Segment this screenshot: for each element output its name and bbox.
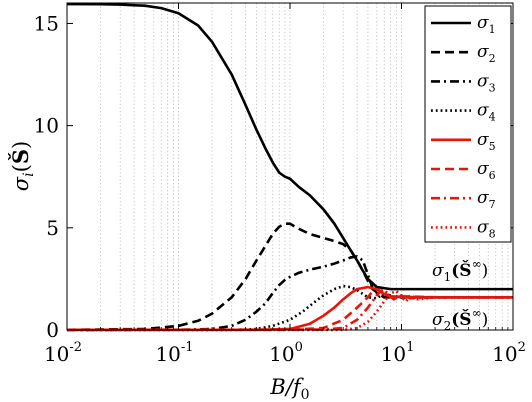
legend-label-sigma-3: σ3 (477, 71, 496, 94)
legend-label-sigma-1: σ1 (477, 13, 496, 36)
series-lines (66, 2, 513, 332)
y-tick-label: 15 (34, 11, 59, 35)
legend-box (424, 5, 512, 243)
axis-labels: B/f0 σi(Š) (8, 141, 310, 402)
x-tick-label: 10-1 (155, 340, 193, 366)
series-line-sigma-1 (66, 2, 513, 291)
series-line-sigma-5 (67, 285, 513, 332)
legend-label-sigma-6: σ6 (477, 159, 496, 182)
series-line-sigma-7 (66, 287, 513, 332)
legend: σ1 σ2 σ3 σ4 σ5 σ6 σ7 σ8 (424, 5, 512, 243)
x-tick-label: 100 (269, 340, 303, 366)
annotation-sigma-1: σ1(Š∞) (432, 257, 488, 284)
legend-label-sigma-2: σ2 (477, 42, 496, 65)
series-line-sigma-8 (67, 289, 513, 332)
axis-ticks: 10-2 10-1 100 101 102 0 5 10 15 (34, 3, 526, 366)
y-axis-label: σi(Š) (8, 141, 37, 191)
y-tick-label: 5 (46, 216, 59, 240)
annotation-sigma-2: σ2(Š∞) (432, 306, 488, 333)
legend-label-sigma-4: σ4 (477, 101, 496, 124)
legend-label-sigma-8: σ8 (477, 217, 496, 240)
y-tick-label: 0 (46, 318, 59, 342)
x-tick-label: 102 (492, 340, 526, 366)
annotations: σ1(Š∞) σ2(Š∞) (432, 257, 488, 333)
series-line-sigma-4 (67, 284, 513, 332)
legend-label-sigma-7: σ7 (477, 188, 496, 211)
x-tick-label: 101 (381, 340, 415, 366)
y-tick-label: 10 (34, 114, 59, 138)
legend-label-sigma-5: σ5 (477, 130, 496, 153)
x-axis-label: B/f0 (269, 375, 309, 402)
x-tick-label: 10-2 (44, 340, 82, 366)
